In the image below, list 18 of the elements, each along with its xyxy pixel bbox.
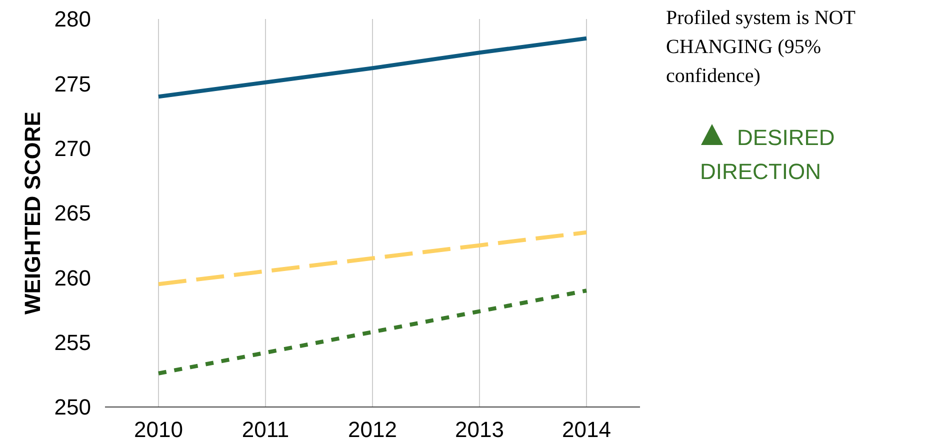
x-tick-label: 2012: [348, 417, 397, 442]
text: Profiled system is NOT CHANGING (95% confidence): [666, 7, 856, 87]
y-tick-label: 260: [54, 265, 91, 290]
y-tick-label: 275: [54, 71, 91, 96]
y-tick-label: 265: [54, 200, 91, 226]
x-tick-label: 2014: [562, 417, 611, 442]
y-tick-label: 255: [54, 330, 91, 356]
y-tick-label: 280: [54, 6, 91, 32]
x-tick-label: 2011: [242, 417, 290, 442]
y-axis-title: WEIGHTED SCORE: [20, 112, 45, 314]
x-tick-label: 2010: [134, 417, 183, 442]
text: DESIRED DIRECTION: [700, 125, 835, 184]
line-series: [156, 288, 588, 376]
y-tick-label: 250: [54, 394, 91, 420]
y-tick-label: 270: [54, 136, 91, 162]
x-tick-label: 2013: [455, 417, 504, 442]
line-series: [156, 36, 588, 99]
line-series: [156, 230, 588, 286]
